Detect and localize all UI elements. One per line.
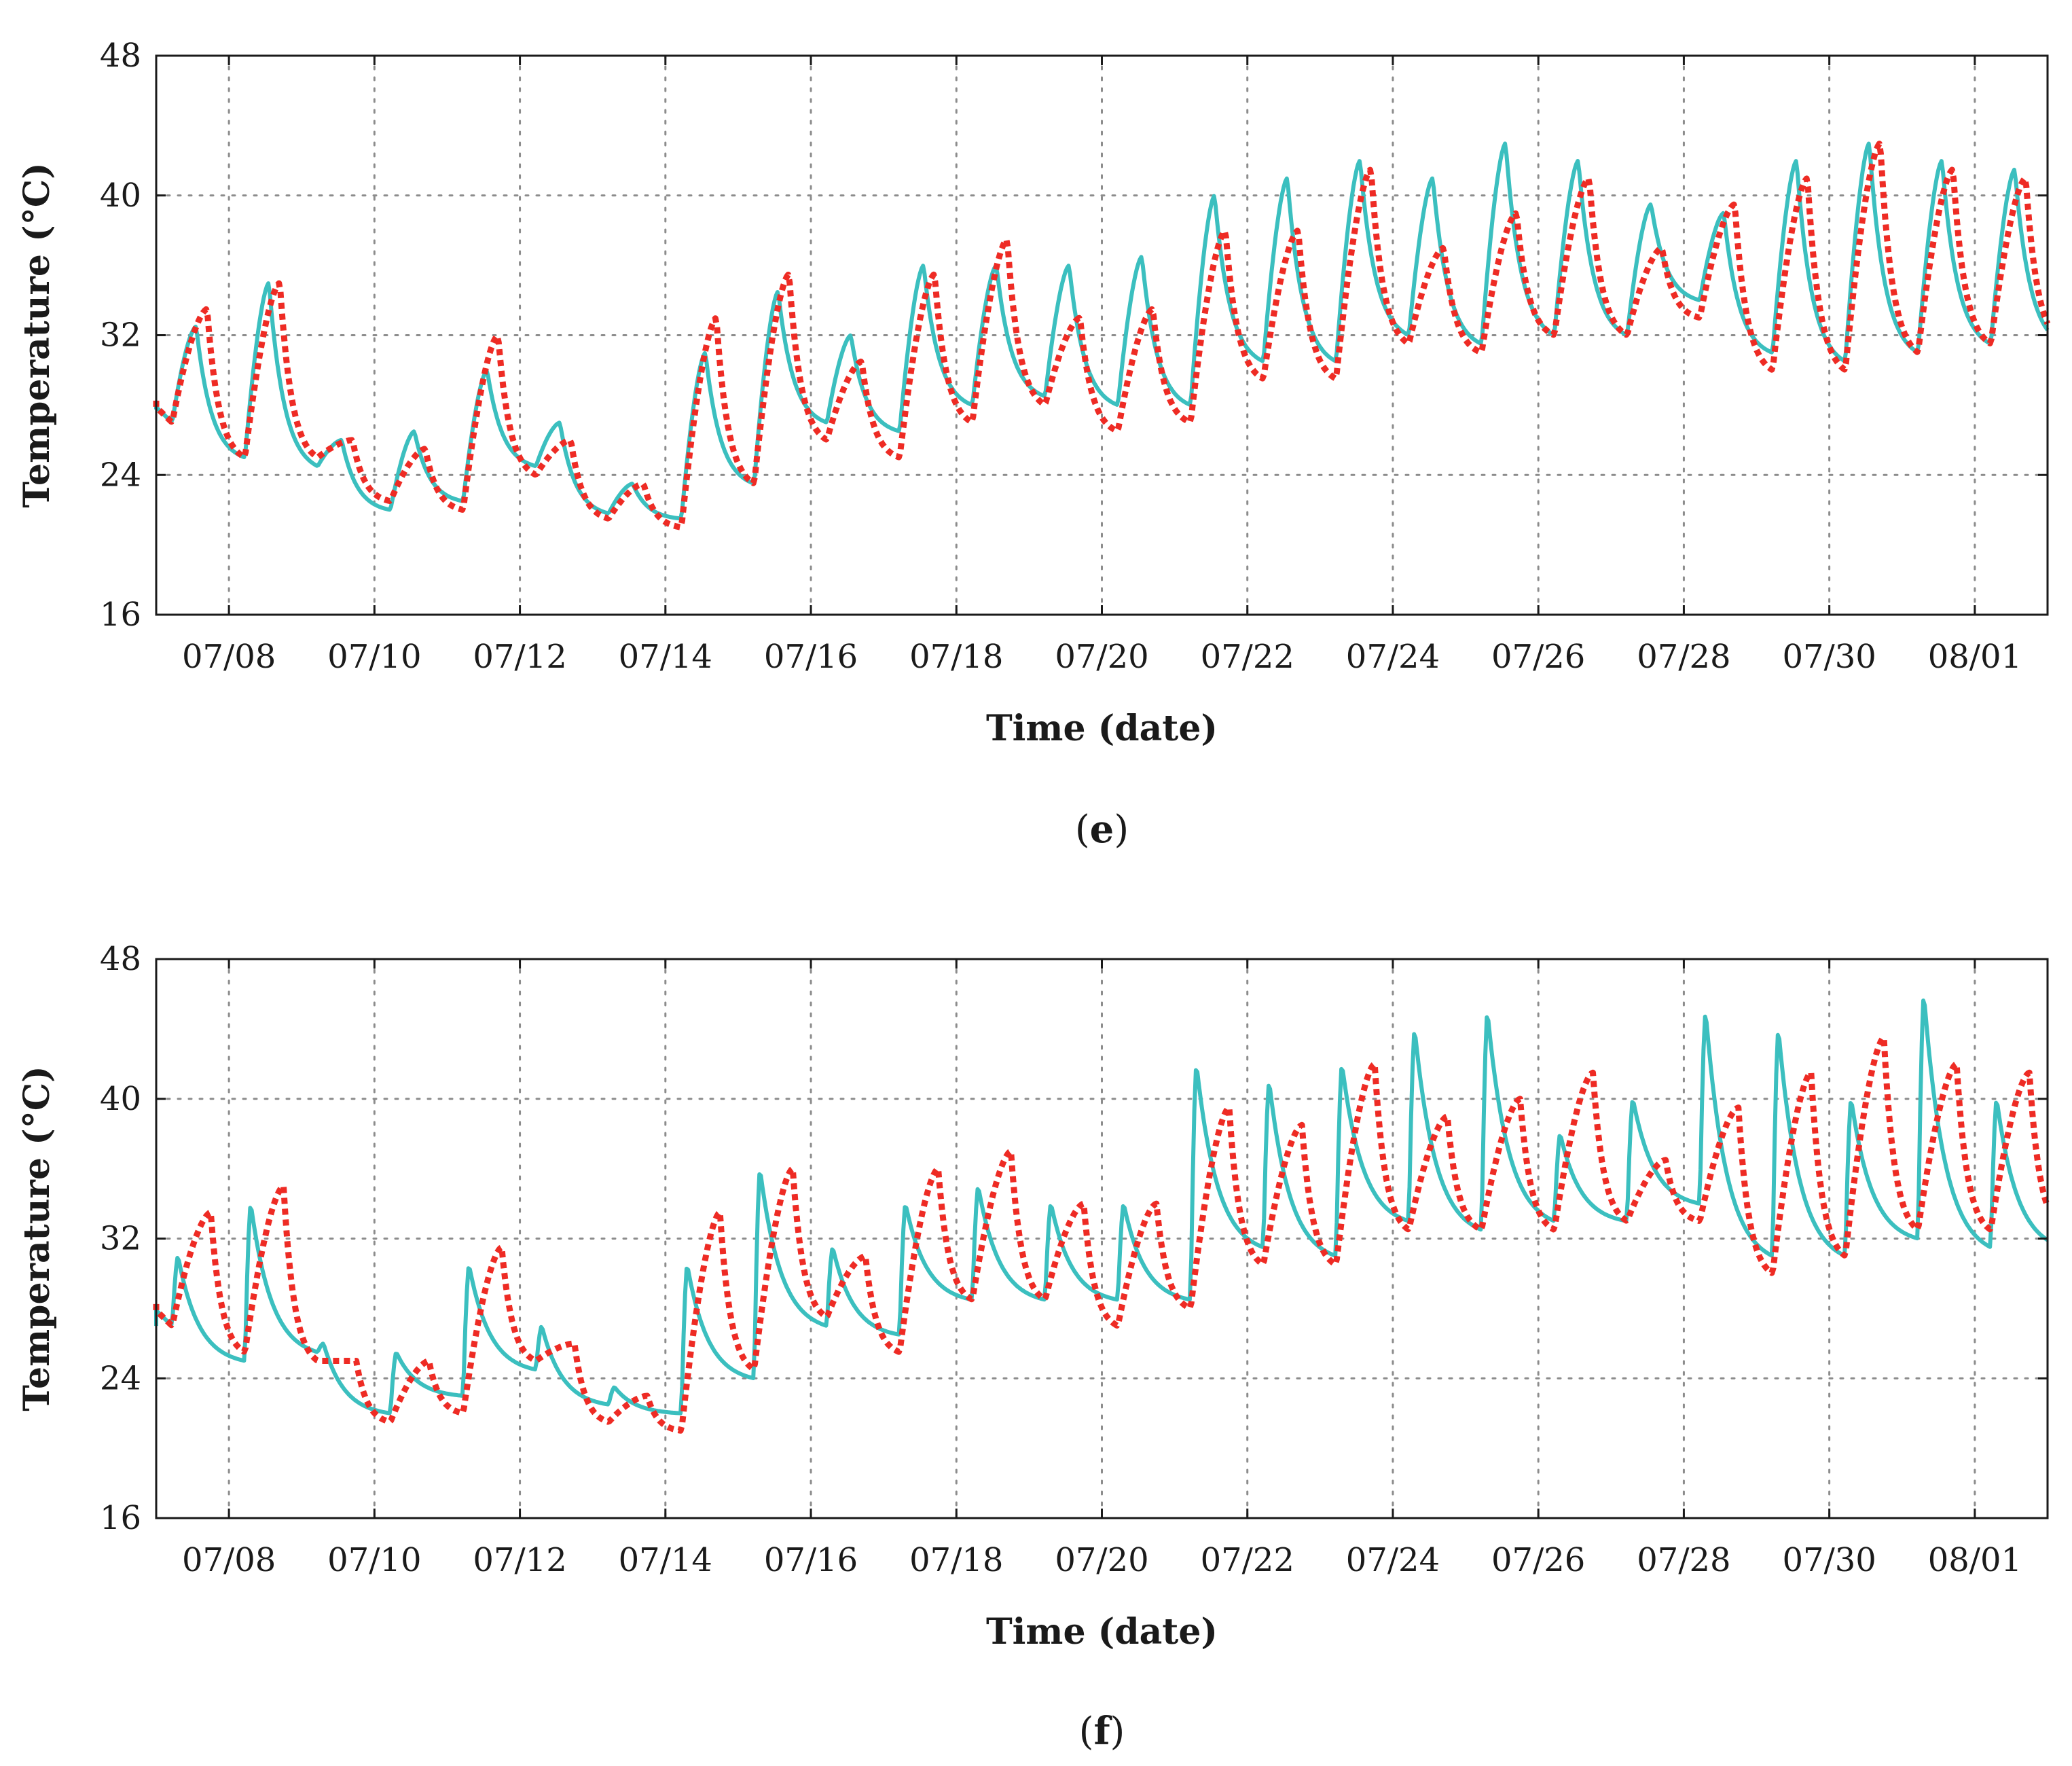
x-tick-label: 07/14 [619,1541,712,1579]
x-tick-label: 07/22 [1201,638,1294,676]
x-tick-label: 07/28 [1637,638,1730,676]
x-tick-label: 08/01 [1928,1541,2022,1579]
y-axis-label: Temperature (°C) [16,1066,58,1411]
x-tick-label: 07/30 [1782,1541,1876,1579]
x-tick-label: 07/28 [1637,1541,1730,1579]
y-tick-label: 16 [100,596,141,634]
x-tick-label: 07/18 [909,638,1003,676]
x-tick-label: 07/10 [327,1541,421,1579]
x-tick-label: 07/26 [1491,638,1585,676]
panel-label: (f) [1079,1709,1125,1754]
panel-label-close: ) [1114,808,1129,852]
x-tick-label: 07/24 [1346,638,1440,676]
panel-label-open: ( [1079,1710,1094,1754]
tick-marks [156,958,2048,1519]
x-tick-label: 07/10 [327,638,421,676]
x-tick-label: 07/24 [1346,1541,1440,1579]
y-tick-label: 24 [100,456,141,494]
y-tick-labels: 16 24 32 40 48 [100,37,141,634]
x-tick-label: 07/14 [619,638,712,676]
panel-label-open: ( [1075,808,1090,852]
x-tick-label: 07/12 [473,638,566,676]
x-tick-label: 07/08 [182,1541,276,1579]
y-tick-label: 32 [100,317,141,355]
y-tick-label: 48 [100,940,141,978]
y-tick-label: 16 [100,1499,141,1537]
chart-panel-f: 16 24 32 40 48 07/08 07/10 07/12 07/14 07/16 07/1… [16,940,2051,1754]
x-tick-label: 07/20 [1055,638,1148,676]
x-tick-label: 07/26 [1491,1541,1585,1579]
x-tick-label: 07/16 [764,638,858,676]
grid [155,958,2049,1519]
x-tick-label: 07/22 [1201,1541,1294,1579]
x-tick-label: 07/12 [473,1541,566,1579]
y-tick-label: 40 [100,177,141,215]
tick-marks [156,54,2048,616]
series-line-predicted [153,141,2051,530]
x-tick-labels: 07/08 07/10 07/12 07/14 07/16 07/18 07/20 07/22… [182,1541,2022,1579]
y-tick-labels: 16 24 32 40 48 [100,940,141,1537]
grid [155,54,2049,616]
x-tick-label: 07/30 [1782,638,1876,676]
y-axis-label: Temperature (°C) [16,162,58,507]
panel-label-letter: e [1090,807,1114,852]
panel-label: (e) [1075,807,1129,852]
panel-label-letter: f [1093,1709,1112,1754]
series-layer [153,998,2051,1434]
x-axis-label: Time (date) [986,708,1218,749]
x-tick-label: 07/18 [909,1541,1003,1579]
series-layer [153,141,2051,530]
x-tick-label: 07/08 [182,638,276,676]
x-tick-label: 07/16 [764,1541,858,1579]
x-axis-label: Time (date) [986,1611,1218,1653]
y-tick-label: 24 [100,1359,141,1397]
x-tick-labels: 07/08 07/10 07/12 07/14 07/16 07/18 07/20 07/22… [182,638,2022,676]
chart-panel-e: 16 24 32 40 48 07/08 07/10 07/12 07/14 07/16 07/1… [16,37,2051,852]
y-tick-label: 32 [100,1220,141,1258]
x-tick-label: 07/20 [1055,1541,1148,1579]
series-line-predicted [153,1034,2051,1434]
y-tick-label: 40 [100,1080,141,1118]
y-tick-label: 48 [100,37,141,75]
panel-label-close: ) [1110,1710,1125,1754]
series-line-measured [154,998,2049,1416]
x-tick-label: 08/01 [1928,638,2022,676]
